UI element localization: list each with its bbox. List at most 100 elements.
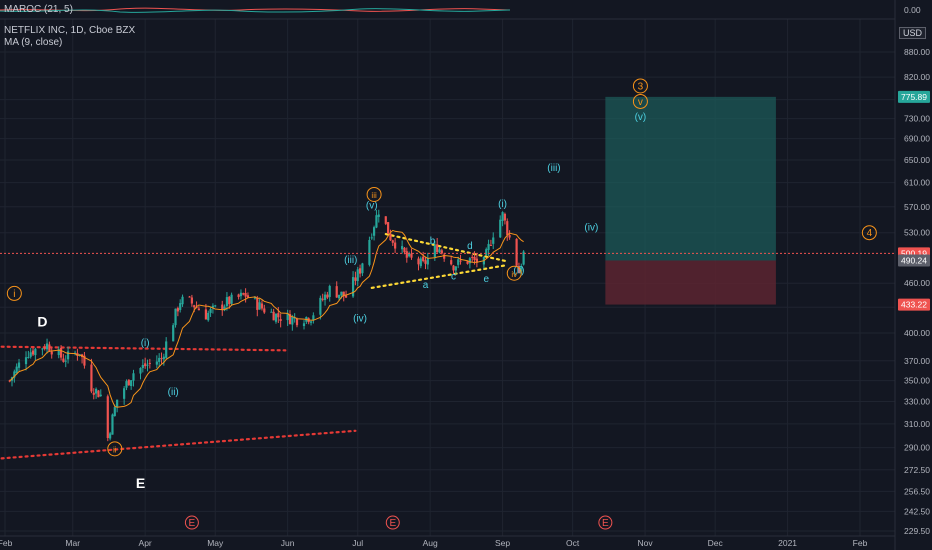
candle-body xyxy=(337,294,341,299)
x-tick-label: Oct xyxy=(566,538,580,548)
candle-body xyxy=(394,242,397,249)
loss-zone xyxy=(605,260,776,305)
candle-body xyxy=(475,258,478,263)
x-tick-label: Feb xyxy=(853,538,868,548)
candle-body xyxy=(340,291,343,296)
candle-body xyxy=(48,344,51,352)
candle-body xyxy=(97,390,100,398)
candle-body xyxy=(270,311,273,313)
candle-body xyxy=(358,268,362,274)
y-tick-label: 290.00 xyxy=(904,443,930,453)
x-tick-label: Aug xyxy=(423,538,438,548)
annotation-circle xyxy=(506,265,522,281)
annotation-label: (ii) xyxy=(513,266,524,277)
candle-body xyxy=(377,214,380,217)
candle-body xyxy=(190,297,193,304)
candle-body xyxy=(452,265,455,271)
candle-body xyxy=(344,295,348,298)
trendline xyxy=(0,429,357,460)
oscillator-pane xyxy=(0,7,895,20)
candle-body xyxy=(31,350,35,355)
candle-body xyxy=(17,362,21,368)
candle-body xyxy=(223,306,226,311)
candle-body xyxy=(517,266,521,274)
profit-zone xyxy=(605,96,776,261)
annotation-label: i xyxy=(13,289,15,300)
candle-body xyxy=(62,358,65,362)
ma-legend: MA (9, close) xyxy=(4,37,63,48)
candle-body xyxy=(59,347,63,358)
candle-body xyxy=(43,347,46,349)
candle-body xyxy=(321,298,324,300)
x-tick-label: Mar xyxy=(65,538,80,548)
candle-body xyxy=(258,302,261,310)
candle-body xyxy=(24,357,28,365)
y-tick-label: 310.00 xyxy=(904,419,930,429)
candle-body xyxy=(34,348,37,356)
candle-body xyxy=(508,235,511,238)
candle-body xyxy=(237,294,240,298)
candle-body xyxy=(127,379,130,386)
candle-body xyxy=(244,293,247,297)
candle-body xyxy=(92,392,95,395)
candle-body xyxy=(193,305,196,308)
annotation-circle xyxy=(366,186,382,202)
price-badge xyxy=(898,254,930,267)
annotation-circle xyxy=(107,441,123,457)
y-tick-label: 330.00 xyxy=(904,397,930,407)
candle-body xyxy=(50,351,53,355)
y-tick-label: 650.00 xyxy=(904,155,930,165)
candle-body xyxy=(188,296,191,298)
candle-body xyxy=(436,244,439,253)
annotation-label: 3 xyxy=(638,81,644,92)
candle-body xyxy=(501,212,504,221)
candle-body xyxy=(99,394,102,397)
candle-body xyxy=(277,313,280,318)
candle-body xyxy=(155,361,158,365)
candle-body xyxy=(125,381,128,388)
candle-body xyxy=(27,356,30,358)
candle-body xyxy=(111,414,114,435)
currency-badge[interactable]: USD xyxy=(898,27,926,39)
oscillator-green-line xyxy=(0,8,511,13)
candle-body xyxy=(295,318,299,326)
y-tick-label: 730.00 xyxy=(904,114,930,124)
y-tick-label: 272.50 xyxy=(904,465,930,475)
candle-body xyxy=(443,254,446,259)
candle-body xyxy=(204,309,208,320)
x-tick-label: Sep xyxy=(495,538,510,548)
y-tick-label: 880.00 xyxy=(904,47,930,57)
price-badge-label: 500.19 xyxy=(901,248,927,258)
candle-body xyxy=(485,249,488,256)
annotation-label: (v) xyxy=(635,112,647,123)
candle-body xyxy=(354,277,357,281)
candle-body xyxy=(487,243,490,250)
candle-body xyxy=(459,260,462,262)
candles xyxy=(8,209,525,442)
x-tick-label: Dec xyxy=(708,538,724,548)
annotation-circle xyxy=(598,515,613,530)
candle-body xyxy=(260,303,264,309)
candle-body xyxy=(515,238,518,266)
x-axis: Feb Mar Apr May Jun Jul Aug Sep Oct Nov Dec 2021 Feb xyxy=(0,535,895,548)
y-tick-label: 242.50 xyxy=(904,506,930,516)
candle-body xyxy=(29,352,32,357)
x-tick-label: May xyxy=(207,538,224,548)
candle-body xyxy=(401,246,404,250)
candle-body xyxy=(319,297,322,315)
candle-body xyxy=(489,244,493,246)
candle-body xyxy=(410,253,413,258)
y-tick-label: 350.00 xyxy=(904,376,930,386)
candle-body xyxy=(450,260,453,265)
x-tick-label: Feb xyxy=(0,538,13,548)
candle-body xyxy=(165,341,168,358)
candle-body xyxy=(209,309,212,313)
candle-body xyxy=(279,319,282,321)
annotation-label: (iv) xyxy=(353,313,367,324)
y-tick-label: 690.00 xyxy=(904,134,930,144)
annotation-label: d xyxy=(467,241,473,252)
price-badge-label: 433.22 xyxy=(901,300,927,310)
candle-body xyxy=(207,312,210,321)
